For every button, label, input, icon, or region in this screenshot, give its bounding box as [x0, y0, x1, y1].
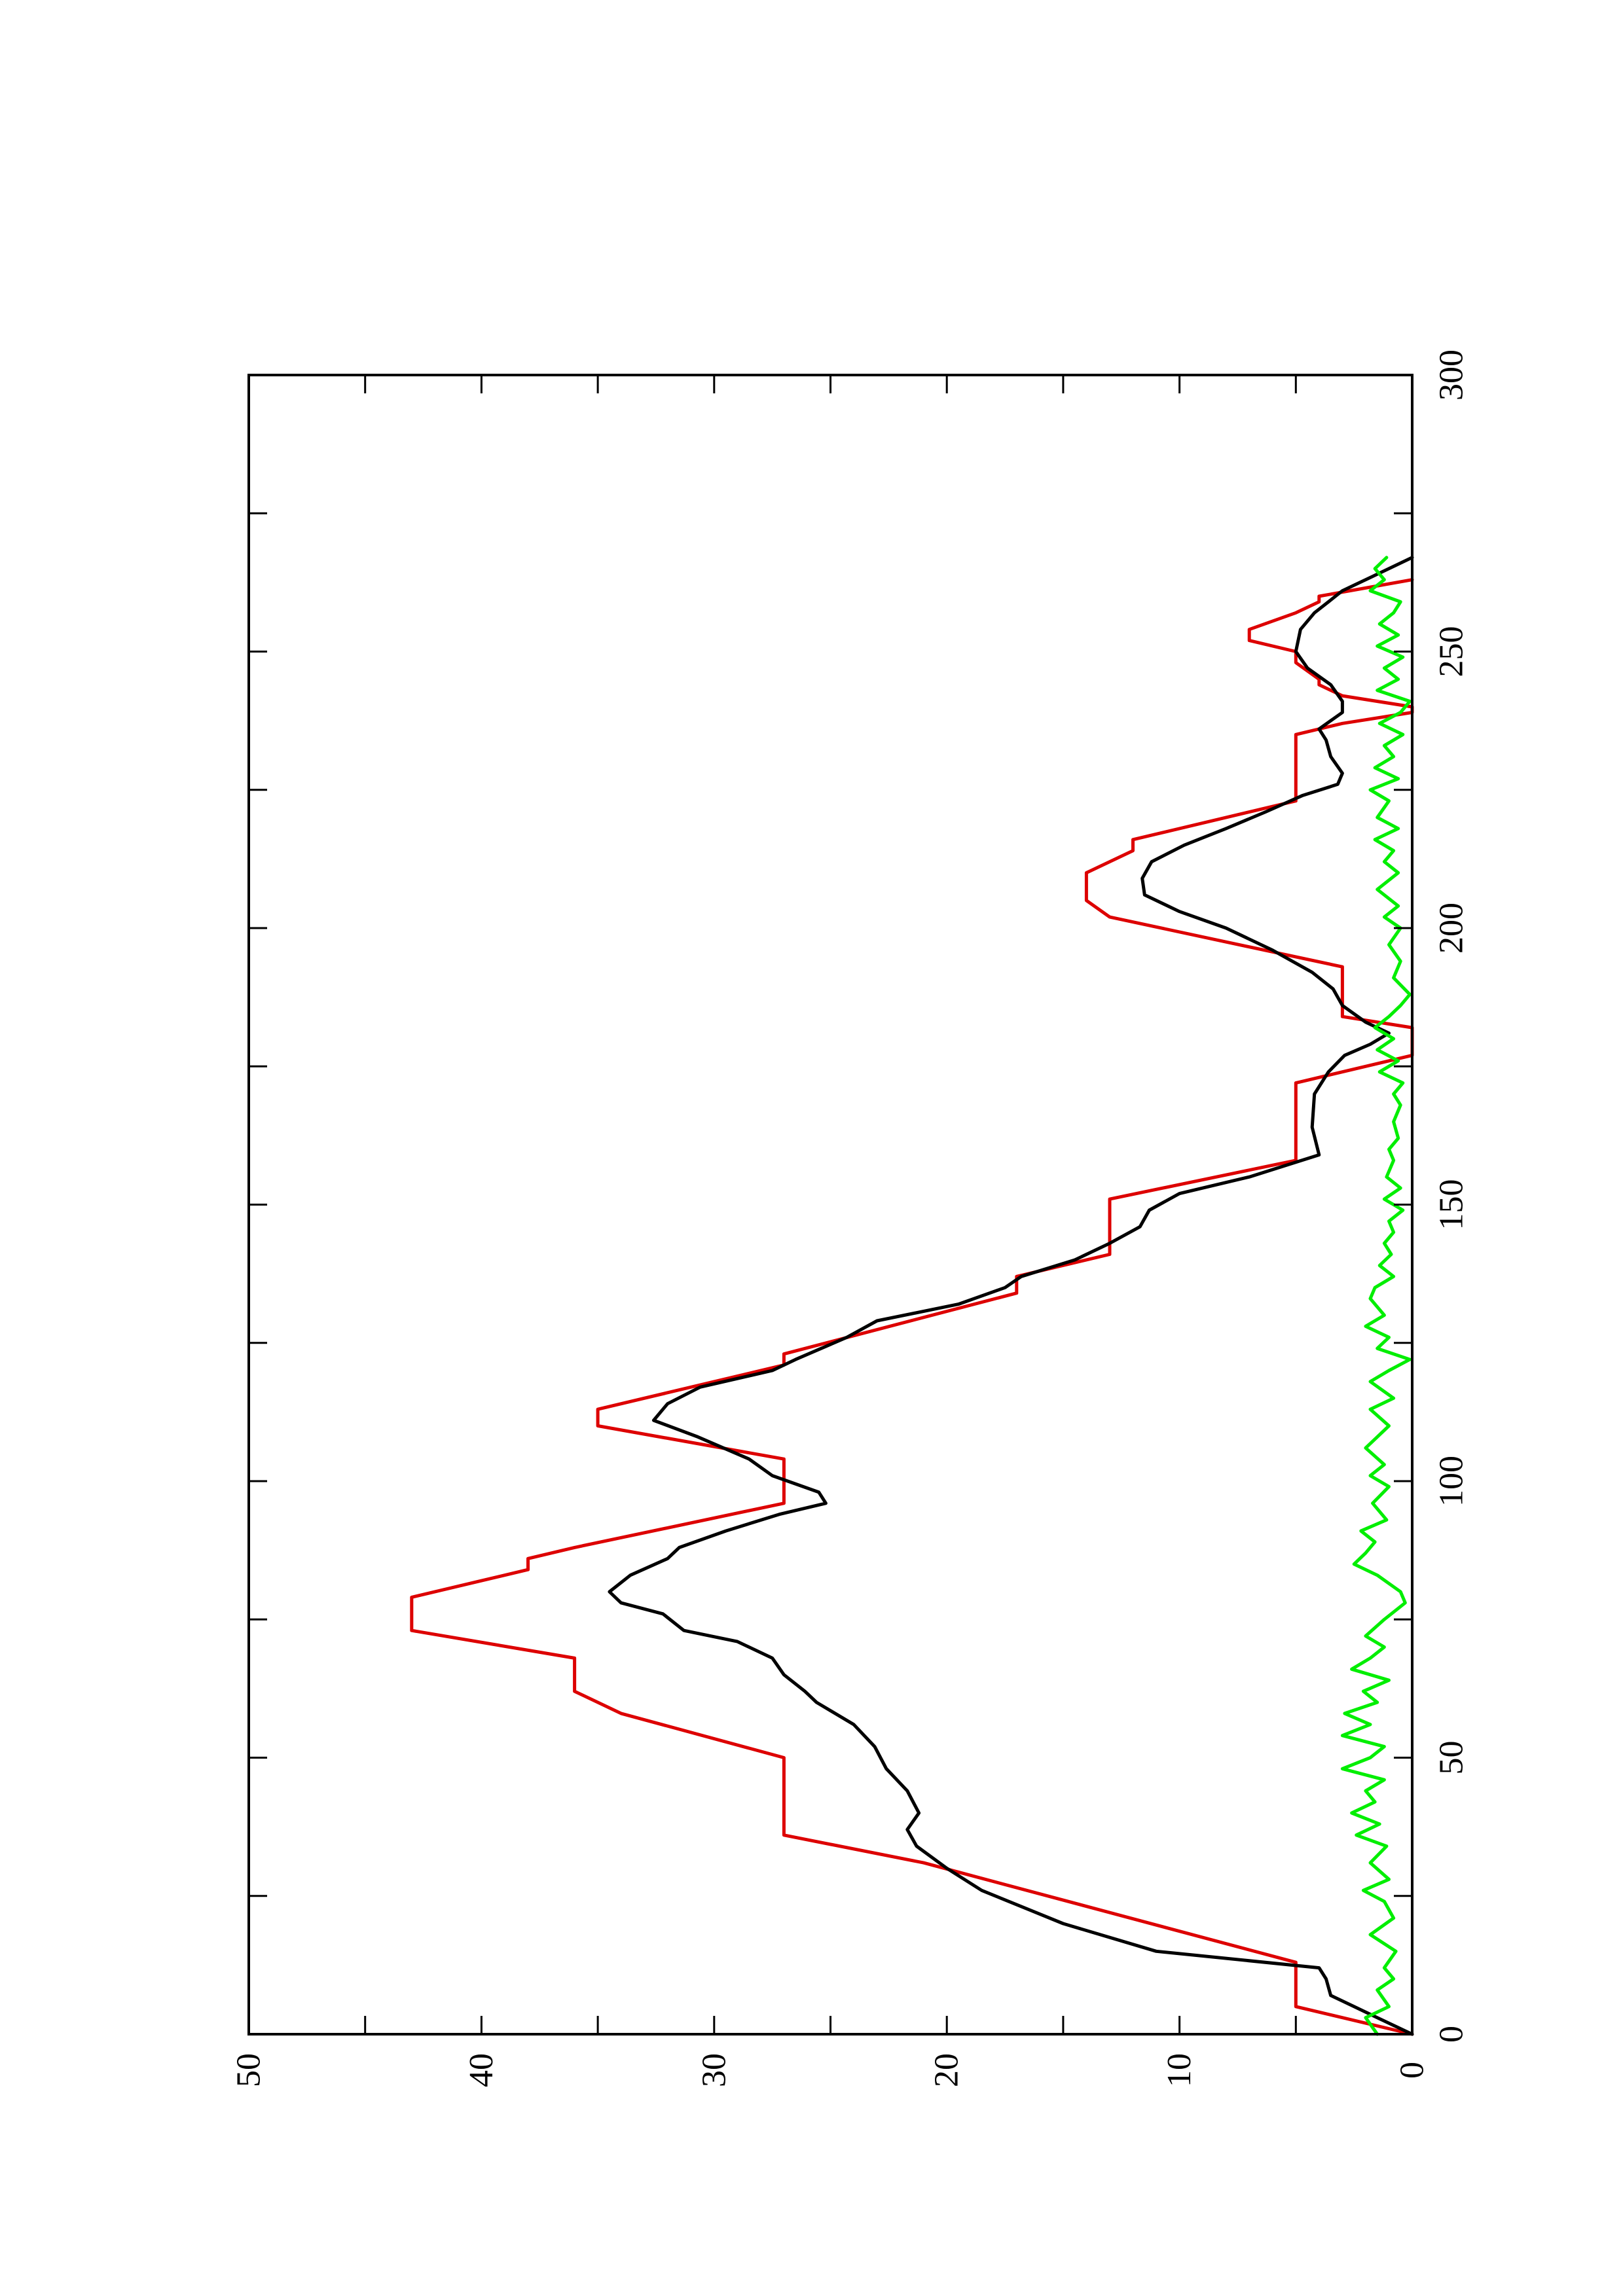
plot-frame [247, 374, 1413, 2036]
series-red-line [410, 578, 1414, 2036]
y-tick-label: 20 [928, 2053, 966, 2087]
y-tick-label: 10 [1161, 2053, 1198, 2087]
x-tick-label: 300 [1433, 350, 1470, 401]
y-tick-label: 50 [230, 2053, 268, 2087]
x-tick-label: 150 [1433, 1179, 1470, 1230]
x-tick-label: 250 [1433, 626, 1470, 677]
x-tick-label: 200 [1433, 903, 1470, 954]
x-tick-label: 100 [1433, 1456, 1470, 1507]
y-tick-label: 30 [695, 2053, 733, 2087]
series-green-line [1340, 556, 1412, 2036]
series-black-line [608, 556, 1414, 2036]
chart-marks [410, 556, 1414, 2036]
x-tick-label: 50 [1433, 1741, 1470, 1775]
y-tick-label: 0 [1394, 2062, 1431, 2079]
y-tick-label: 40 [463, 2053, 500, 2087]
chart-ticks: 0 50 100 150 200 250 300 0 10 20 30 40 50 [230, 350, 1470, 2087]
x-tick-label: 0 [1433, 2026, 1470, 2043]
